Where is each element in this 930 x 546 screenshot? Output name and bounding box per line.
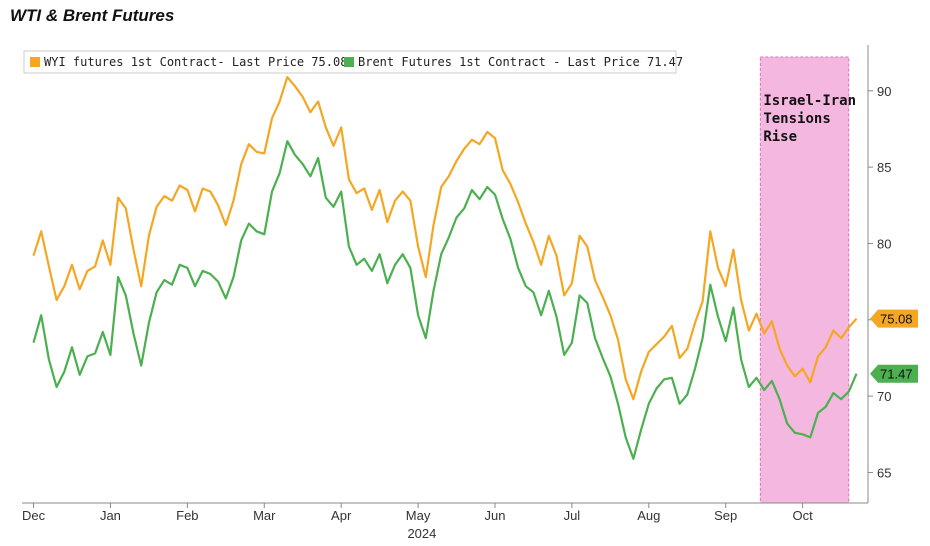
x-tick-label: Jul: [564, 508, 581, 523]
chart-title: WTI & Brent Futures: [10, 6, 175, 25]
axis-layer: 657075808590DecJanFebMarAprMayJunJulAugS…: [22, 45, 918, 541]
last-value-bg: [870, 364, 918, 383]
legend-entry-1: Brent Futures 1st Contract - Last Price …: [358, 55, 683, 69]
legend-swatch-0: [30, 57, 40, 67]
last-value-bg: [870, 309, 918, 328]
x-tick-label: Mar: [253, 508, 276, 523]
last-value-flag-0: 75.08: [870, 309, 918, 328]
x-year-label: 2024: [407, 526, 436, 541]
annotation-text: Tensions: [763, 111, 830, 127]
series-line-1: [32, 140, 858, 460]
last-value-label: 71.47: [880, 367, 913, 382]
y-tick-label: 80: [877, 236, 891, 251]
x-tick-label: Dec: [22, 508, 46, 523]
x-tick-label: Sep: [714, 508, 737, 523]
annotation-band: [759, 56, 850, 504]
x-tick-label: Jun: [485, 508, 506, 523]
x-tick-label: May: [406, 508, 431, 523]
y-tick-label: 65: [877, 465, 891, 480]
annotation-text: Israel-Iran: [763, 93, 856, 109]
x-tick-label: Feb: [176, 508, 198, 523]
series-line-0: [32, 75, 858, 401]
x-tick-label: Oct: [793, 508, 814, 523]
y-tick-label: 70: [877, 389, 891, 404]
last-value-flag-1: 71.47: [870, 364, 918, 383]
legend-entry-0: WYI futures 1st Contract- Last Price 75.…: [44, 55, 347, 69]
annotation-text: Rise: [763, 129, 797, 145]
x-tick-label: Apr: [331, 508, 352, 523]
x-tick-label: Jan: [100, 508, 121, 523]
x-tick-label: Aug: [637, 508, 660, 523]
series-layer: [32, 75, 858, 460]
y-tick-label: 85: [877, 160, 891, 175]
legend: WYI futures 1st Contract- Last Price 75.…: [23, 50, 683, 74]
y-tick-label: 90: [877, 84, 891, 99]
last-value-label: 75.08: [880, 312, 913, 327]
legend-swatch-1: [344, 57, 354, 67]
annotation-layer: Israel-Iran Tensions Rise: [759, 56, 856, 504]
